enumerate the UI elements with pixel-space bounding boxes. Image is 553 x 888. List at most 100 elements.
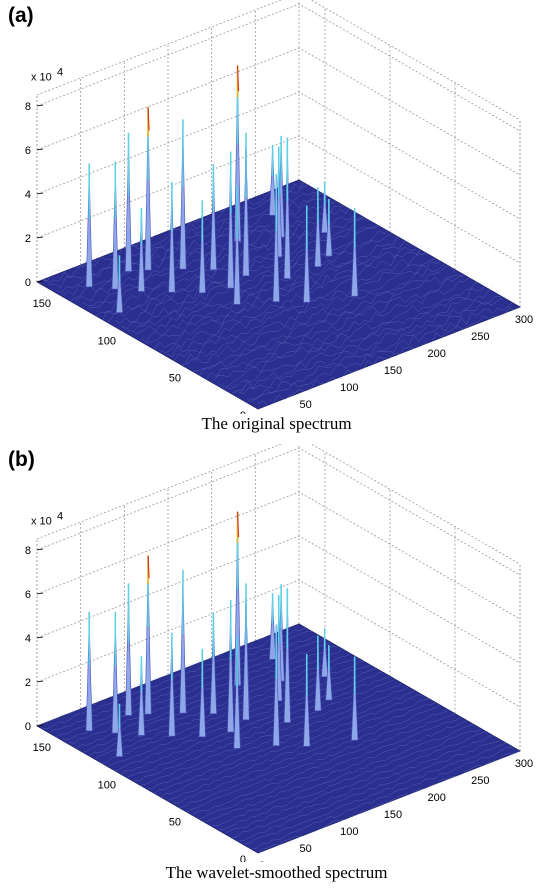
mesh-line xyxy=(212,723,475,826)
caption: The wavelet-smoothed spectrum xyxy=(165,863,388,882)
mesh-line xyxy=(127,677,391,777)
mesh-line xyxy=(95,658,358,759)
peak xyxy=(137,207,145,292)
z-tick-label: 4 xyxy=(25,189,31,201)
peak xyxy=(234,65,242,242)
mesh-line xyxy=(166,698,430,801)
mesh-line xyxy=(140,682,404,786)
x-tick-label: 300 xyxy=(515,758,533,770)
mesh-line xyxy=(205,271,469,379)
peak xyxy=(242,132,250,277)
mesh-line xyxy=(121,224,384,330)
x-tick-label: 150 xyxy=(384,365,402,377)
z-axis: 0 2 4 6 8 x 10 4 xyxy=(25,510,63,733)
mesh-line xyxy=(166,247,430,357)
mesh-line xyxy=(251,301,514,402)
panel-label: (b) xyxy=(8,448,35,471)
mesh-line xyxy=(173,702,436,804)
x-tick-label: 100 xyxy=(340,382,358,394)
z-tick-label: 8 xyxy=(25,101,31,113)
peak xyxy=(325,645,333,701)
mesh-line xyxy=(244,295,508,405)
z-multiplier: x 10 xyxy=(31,515,52,527)
grid-line xyxy=(36,447,521,576)
y-axis: 0 50 100 150 xyxy=(33,742,246,862)
y-tick-label: 150 xyxy=(33,742,51,754)
grid-line xyxy=(36,0,521,121)
mesh-line xyxy=(173,259,436,363)
mesh-line xyxy=(160,244,423,354)
y-tick-label: 50 xyxy=(169,373,181,385)
grid-line xyxy=(36,444,521,565)
peak-tip-red xyxy=(147,555,150,579)
x-tick-label: 150 xyxy=(384,809,402,821)
peak xyxy=(179,570,187,714)
x-tick-label: 200 xyxy=(427,348,445,360)
mesh-line xyxy=(199,716,462,820)
mesh-line xyxy=(192,713,456,815)
peak-tip-red xyxy=(237,511,240,538)
peak xyxy=(144,107,152,271)
peak xyxy=(198,648,206,738)
z-tick xyxy=(36,280,44,283)
peak xyxy=(124,583,133,716)
peak xyxy=(168,182,176,293)
y-tick-label: 0 xyxy=(240,410,246,414)
mesh-line xyxy=(244,742,508,844)
peak xyxy=(209,164,217,271)
peak xyxy=(115,255,123,313)
peak xyxy=(111,161,119,290)
surface-mesh xyxy=(36,622,521,853)
z-axis: 0 2 4 6 8 x 10 4 xyxy=(25,66,63,289)
z-tick-label: 0 xyxy=(25,277,31,289)
peak xyxy=(227,600,235,733)
mesh-line xyxy=(127,225,391,332)
peak xyxy=(111,612,119,734)
mesh-line xyxy=(179,259,443,366)
z-tick-label: 6 xyxy=(25,145,31,157)
mesh-line xyxy=(121,671,384,774)
z-tick xyxy=(36,724,44,727)
peak xyxy=(325,198,333,257)
mesh-line xyxy=(257,306,521,408)
grid-line xyxy=(36,3,521,132)
peak xyxy=(283,588,291,723)
caption: The original spectrum xyxy=(201,414,352,433)
peak xyxy=(198,200,206,294)
mesh-line xyxy=(231,285,495,394)
mesh-line xyxy=(212,277,475,382)
z-tick xyxy=(36,148,44,151)
peak xyxy=(144,555,152,715)
y-tick-label: 50 xyxy=(169,817,181,829)
mesh-line xyxy=(199,274,462,376)
y-axis: 0 50 100 150 xyxy=(33,298,246,414)
mesh-line xyxy=(251,746,514,849)
z-tick xyxy=(36,592,44,595)
y-tick-label: 100 xyxy=(98,335,116,347)
x-tick-label: 50 xyxy=(300,399,312,411)
peak xyxy=(124,132,133,272)
mesh-line xyxy=(179,703,443,808)
panel-label: (a) xyxy=(8,4,34,27)
peak xyxy=(85,611,93,732)
mesh-line xyxy=(36,622,300,727)
peak xyxy=(351,208,359,297)
y-tick-label: 150 xyxy=(33,298,51,310)
mesh-line xyxy=(231,735,495,838)
y-tick-label: 100 xyxy=(98,779,116,791)
peak xyxy=(168,632,176,737)
peak xyxy=(314,187,322,267)
z-tick-label: 4 xyxy=(25,633,31,645)
peaks xyxy=(85,65,359,313)
x-tick-label: 300 xyxy=(515,314,533,326)
peak xyxy=(321,182,329,233)
x-tick-label: 250 xyxy=(471,775,489,787)
mesh-line xyxy=(238,740,501,842)
x-tick-label: 50 xyxy=(300,843,312,855)
z-tick-label: 6 xyxy=(25,589,31,601)
z-tick-label: 0 xyxy=(25,721,31,733)
